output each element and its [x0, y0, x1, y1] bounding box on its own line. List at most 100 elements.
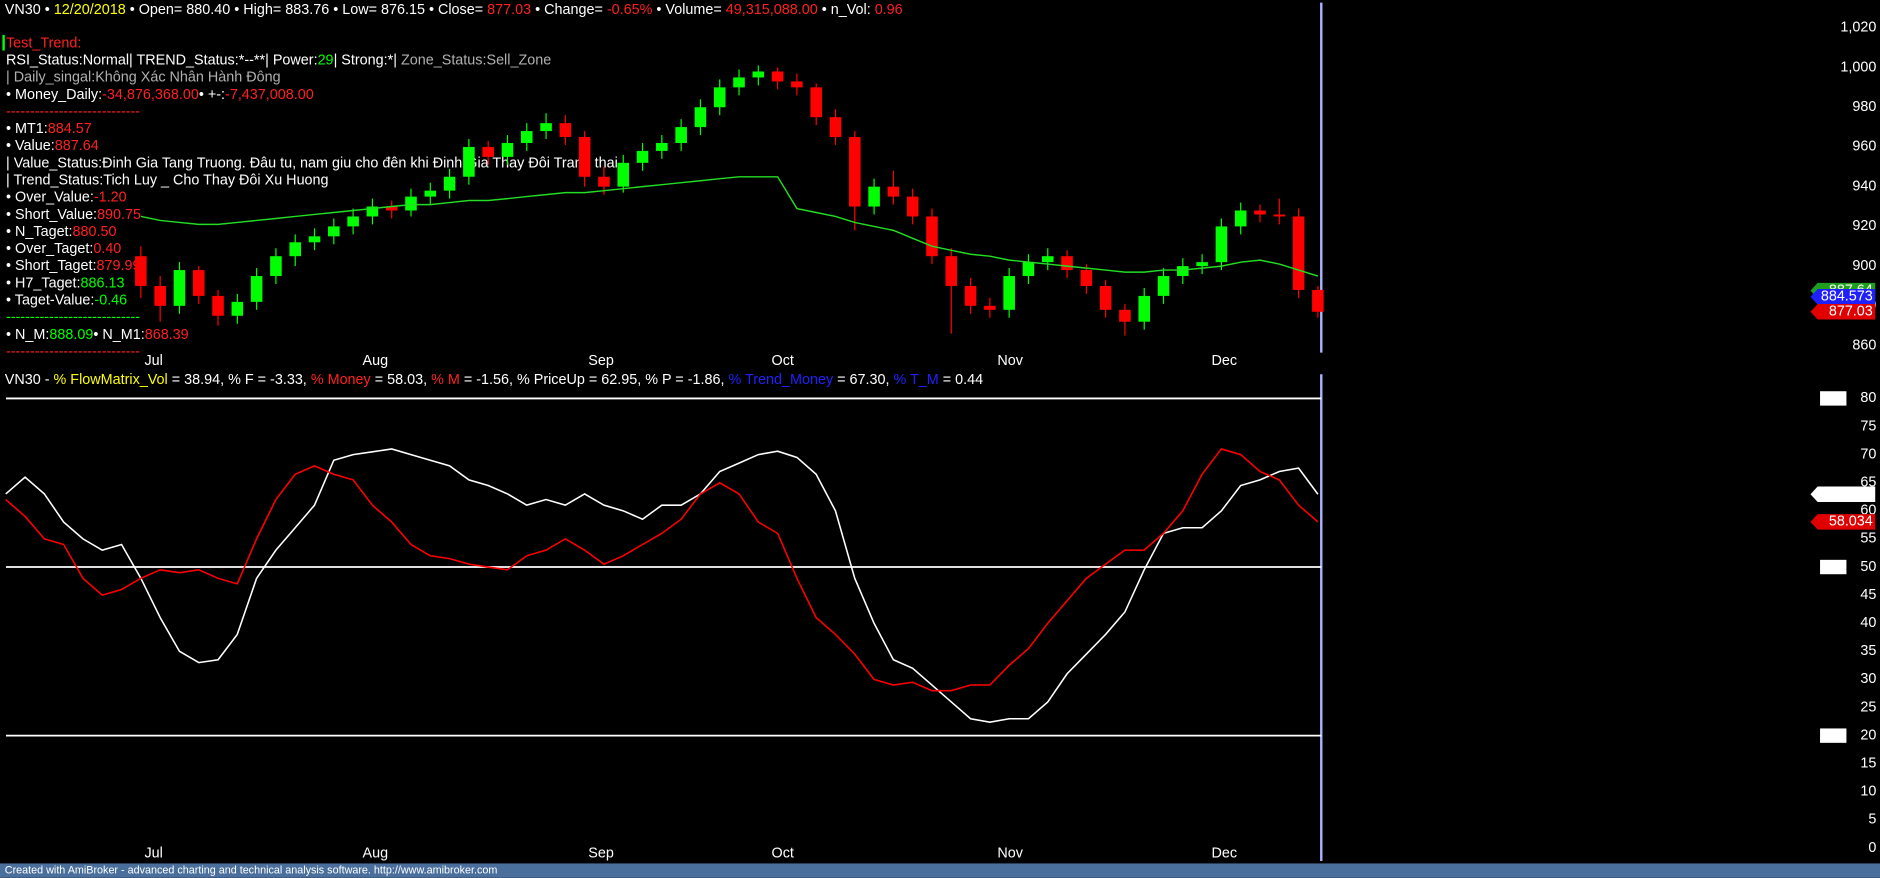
candle-body — [1312, 289, 1324, 312]
level-label: 80 — [1825, 390, 1841, 406]
candle-body — [945, 256, 958, 286]
candle-body — [1061, 256, 1073, 271]
text-line: RSI_Status:Normal| TREND_Status:*--**| P… — [6, 52, 551, 68]
x-tick-label: Dec — [1211, 353, 1237, 369]
text-segment: = 38.94, % F = -3.33, — [168, 372, 311, 388]
candle-body — [1022, 262, 1035, 277]
candle-body — [405, 196, 417, 211]
text-segment: • n_Vol: — [818, 2, 875, 18]
level-box — [1820, 391, 1847, 406]
y-tick-label: 40 — [1860, 615, 1876, 631]
text-line: VN30 • 12/20/2018 • Open= 880.40 • High=… — [5, 2, 903, 18]
text-segment: • Open= 880.40 • High= 883.76 • Low= 876… — [126, 2, 487, 18]
candle-body — [598, 176, 610, 187]
price-marker-label: 58.034 — [1829, 514, 1873, 530]
price-marker-label: 877.03 — [1829, 304, 1873, 320]
candle-body — [1215, 226, 1228, 263]
y-tick-label: 0 — [1868, 840, 1876, 856]
candle-body — [1138, 295, 1151, 322]
text-segment: ---------------------------- — [6, 309, 140, 325]
candle-body — [559, 123, 572, 138]
text-segment: | Strong:*| — [334, 52, 401, 68]
candle-body — [636, 150, 649, 163]
text-segment: 877.03 — [487, 2, 531, 18]
text-segment: % M — [431, 372, 460, 388]
candle-body — [270, 256, 282, 277]
text-segment: • Volume= — [652, 2, 725, 18]
candle-body — [1292, 216, 1305, 290]
text-segment: 879.99 — [97, 258, 141, 274]
candle-body — [849, 137, 861, 207]
level-label: 20 — [1825, 727, 1841, 743]
footer-bar — [0, 863, 1880, 878]
text-segment: • Money_Daily: — [6, 87, 102, 103]
text-segment: ---------------------------- — [6, 104, 140, 120]
text-segment: -7,437,008.00 — [225, 87, 314, 103]
price-marker-label: 62.949 — [1829, 486, 1873, 502]
candle-body — [212, 295, 224, 316]
text-segment: % Money — [311, 372, 372, 388]
y-tick-label: 1,000 — [1840, 59, 1876, 75]
text-segment: | Trend_Status:Tich Luy _ Cho Thay Đôi X… — [6, 172, 329, 188]
candle-body — [385, 206, 398, 211]
candle-body — [173, 270, 186, 306]
y-tick-label: 10 — [1860, 784, 1876, 800]
footer: Created with AmiBroker - advanced charti… — [5, 864, 498, 876]
text-segment: • Value: — [6, 138, 55, 154]
candle-body — [231, 301, 244, 316]
y-tick-label: 980 — [1852, 99, 1876, 115]
candle-body — [463, 146, 475, 177]
text-line: ---------------------------- — [6, 309, 140, 325]
text-segment: • Short_Value: — [6, 207, 97, 223]
text-segment: 888.09 — [49, 327, 93, 343]
candle-body — [733, 77, 745, 88]
text-segment: Test_Trend: — [6, 35, 81, 51]
text-segment: • N_Taget: — [6, 224, 73, 240]
text-line: | Trend_Status:Tich Luy _ Cho Thay Đôi X… — [6, 172, 329, 188]
text-segment: 868.39 — [145, 327, 189, 343]
price-marker-label: 884.573 — [1821, 289, 1873, 305]
level-box — [1820, 728, 1847, 743]
text-line: • Money_Daily:-34,876,368.00• +-:-7,437,… — [6, 87, 314, 103]
candle-body — [713, 87, 726, 108]
text-segment: • H7_Taget: — [6, 275, 81, 291]
text-segment: = 67.30, — [833, 372, 893, 388]
text-segment: • Over_Taget: — [6, 241, 93, 257]
text-segment: Zone_Status:Sell_Zone — [401, 52, 551, 68]
text-segment: VN30 - — [5, 372, 54, 388]
y-tick-label: 1,020 — [1840, 20, 1876, 36]
candle-body — [771, 71, 784, 82]
text-line: • N_M:888.09• N_M1:868.39 — [6, 327, 189, 343]
candle-body — [289, 242, 302, 257]
candle-body — [135, 256, 147, 286]
y-tick-label: 50 — [1860, 559, 1876, 575]
price-marker-box — [1810, 288, 1876, 305]
text-segment: = -1.56, % PriceUp = 62.95, % P = -1.86, — [460, 372, 729, 388]
y-tick-label: 30 — [1860, 671, 1876, 687]
price-marker-box — [1810, 486, 1876, 503]
price-marker-box — [1810, 514, 1876, 530]
text-segment: 29 — [318, 52, 334, 68]
candle-body — [328, 226, 340, 237]
candle-body — [540, 123, 552, 132]
text-line: • N_Taget:880.50 — [6, 224, 117, 240]
text-segment: • — [41, 2, 54, 18]
candle-body — [926, 216, 938, 257]
text-line: • Short_Taget:879.99 — [6, 258, 141, 274]
candle-body — [984, 305, 996, 310]
text-segment: 890.75 — [97, 207, 141, 223]
candle-body — [964, 285, 977, 306]
text-segment: = 58.03, — [371, 372, 431, 388]
candle-body — [1080, 270, 1093, 286]
candle-body — [810, 87, 822, 118]
y-tick-label: 860 — [1852, 337, 1876, 353]
y-tick-label: 45 — [1860, 587, 1876, 603]
text-segment: • MT1: — [6, 121, 48, 137]
y-tick-label: 25 — [1860, 699, 1876, 715]
text-segment: -1.20 — [94, 189, 127, 205]
moving-average — [140, 176, 1319, 277]
candle-body — [694, 107, 707, 128]
candle-body — [482, 146, 494, 157]
candle-body — [424, 190, 437, 197]
